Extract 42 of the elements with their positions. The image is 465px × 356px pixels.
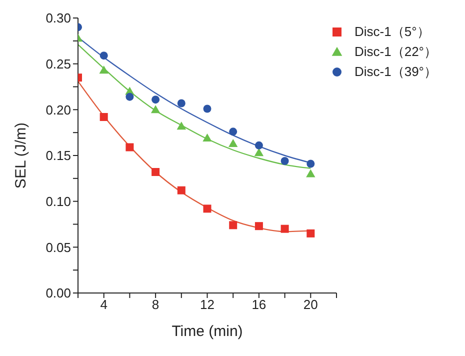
y-tick-label: 0.10 [46,194,71,209]
x-tick-label: 12 [200,297,214,312]
x-axis-title: Time (min) [172,323,243,340]
point [306,160,315,168]
point [152,96,160,104]
y-tick-label: 0.20 [46,102,71,118]
point [203,104,212,113]
y-tick-label: 0.05 [46,240,71,255]
point [177,186,186,194]
point [126,143,134,152]
point [177,99,186,108]
point [100,113,108,121]
y-tick-label: 0.15 [46,148,71,164]
x-tick-label: 4 [100,297,108,312]
x-tick-label: 20 [303,297,318,312]
point [126,92,134,101]
point [203,204,212,213]
point [254,148,264,156]
point [254,141,263,150]
y-tick-label: 0.30 [46,10,71,26]
point [280,157,289,165]
point [100,52,108,60]
legend-label: Disc-1（22°） [354,43,437,61]
point [228,138,238,147]
y-tick-label: 0.00 [46,286,71,301]
x-tick-label: 8 [152,297,160,312]
point [254,222,263,230]
point [99,66,108,74]
legend-label: Disc-1（5°） [354,23,430,41]
legend-label: Disc-1（39°） [354,63,437,81]
point [280,224,289,233]
point [176,122,186,130]
point [306,169,316,178]
point [152,168,160,176]
point [306,229,315,238]
point [229,221,238,230]
point [229,128,238,136]
y-axis-title: SEL (J/m) [12,122,30,189]
x-tick-label: 16 [252,297,266,312]
point [202,133,212,142]
y-tick-label: 0.25 [46,56,71,72]
point [150,105,160,114]
